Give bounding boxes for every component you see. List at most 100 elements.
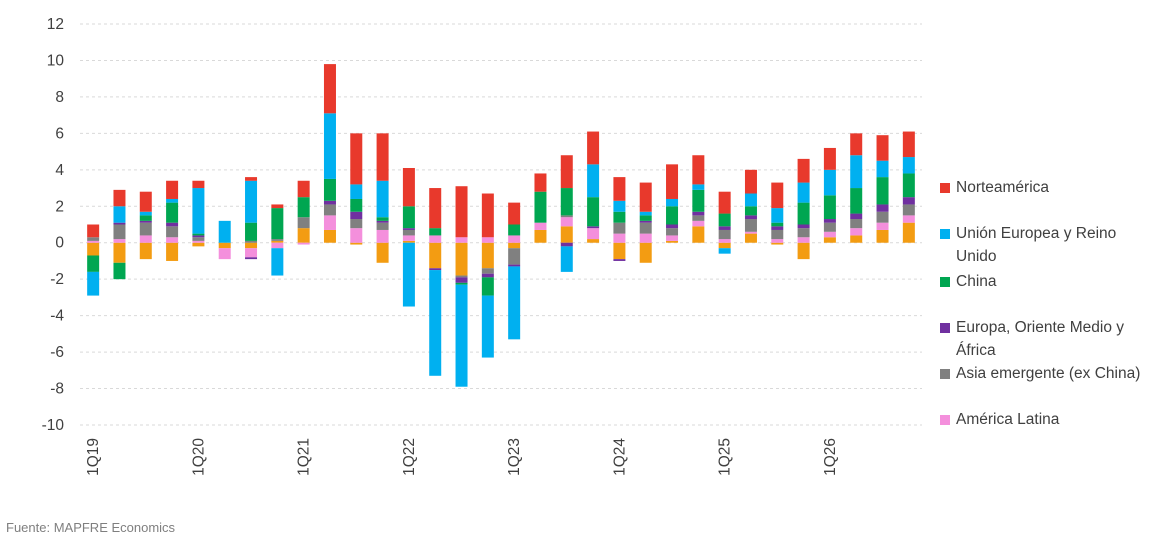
bar-segment <box>508 266 521 340</box>
legend-item: China <box>940 270 1156 293</box>
source-note: Fuente: MAPFRE Economics <box>6 520 176 535</box>
bar-segment <box>323 204 336 216</box>
bar-segment <box>560 226 573 243</box>
bar-segment <box>402 242 415 307</box>
bar-segment <box>113 222 126 225</box>
bar-segment <box>192 180 205 189</box>
y-tick-label: 8 <box>55 89 64 106</box>
bar-segment <box>771 208 784 223</box>
bar-segment <box>429 268 442 271</box>
bar-segment <box>744 206 757 216</box>
bar-segment <box>402 167 415 207</box>
bar-segment <box>692 211 705 216</box>
bar-segment <box>771 182 784 209</box>
bar-segment <box>376 220 389 223</box>
bar-segment <box>481 237 494 243</box>
bar-segment <box>692 215 705 221</box>
bar-segment <box>297 228 310 243</box>
bar-segment <box>850 213 863 220</box>
bar-segment <box>718 226 731 230</box>
bar-segment <box>218 248 231 260</box>
y-tick-label: -10 <box>42 417 65 434</box>
bar-segment <box>481 193 494 238</box>
bar-segment <box>245 242 258 249</box>
bar-segment <box>718 242 731 249</box>
bar-segment <box>481 242 494 269</box>
legend-item: Asia emergente (ex China) <box>940 362 1156 385</box>
bar-segment <box>481 295 494 358</box>
bar-segment <box>455 284 468 387</box>
bar-segment <box>823 219 836 223</box>
bar-segment <box>508 264 521 267</box>
bar-segment <box>771 222 784 227</box>
bar-segment <box>271 240 284 243</box>
bar-segment <box>850 228 863 236</box>
bar-segment <box>666 235 679 241</box>
bar-segment <box>639 233 652 243</box>
y-tick-label: 12 <box>47 16 64 33</box>
bar-segment <box>876 211 889 223</box>
bar-segment <box>666 206 679 225</box>
bar-segment <box>245 222 258 241</box>
gridlines <box>80 23 922 426</box>
x-tick-label: 1Q20 <box>190 438 207 476</box>
legend-label: América Latina <box>956 411 1060 428</box>
bar-segment <box>902 197 915 205</box>
bar-segment <box>323 215 336 230</box>
bar-segment <box>376 242 389 263</box>
bar-segment <box>771 239 784 243</box>
bar-segment <box>587 228 600 240</box>
bar-segment <box>850 235 863 243</box>
bar-segment <box>297 180 310 198</box>
legend-label: Europa, Oriente Medio y África <box>956 319 1125 359</box>
bar-segment <box>429 235 442 243</box>
x-tick-label: 1Q26 <box>822 438 839 476</box>
bar-segment <box>350 219 363 229</box>
bar-segment <box>876 135 889 161</box>
bar-segment <box>376 229 389 243</box>
bar-segment <box>455 282 468 285</box>
bar-segment <box>718 248 731 254</box>
bar-segment <box>850 219 863 229</box>
bar-segment <box>87 271 100 296</box>
bar-segment <box>797 228 810 238</box>
bar-segment <box>429 242 442 269</box>
bar-segment <box>639 215 652 221</box>
bar-segment <box>271 239 284 241</box>
legend-item: Unión Europea y Reino Unido <box>940 222 1156 268</box>
bar-segment <box>245 180 258 223</box>
bar-segment <box>245 177 258 181</box>
bar-segment <box>797 224 810 229</box>
bar-segment <box>455 186 468 238</box>
bar-segment <box>613 259 626 261</box>
bar-segment <box>297 242 310 245</box>
x-tick-label: 1Q22 <box>401 438 418 476</box>
x-tick-label: 1Q23 <box>506 438 523 476</box>
bar-segment <box>587 197 600 227</box>
bar-segment <box>508 202 521 225</box>
y-tick-label: -8 <box>50 381 64 398</box>
bar-segment <box>455 277 468 283</box>
bar-segment <box>902 157 915 174</box>
bar-segment <box>271 204 284 209</box>
bar-segment <box>350 228 363 243</box>
bar-segment <box>666 228 679 236</box>
bar-segment <box>560 188 573 216</box>
x-tick-label: 1Q25 <box>717 438 734 476</box>
bar-segment <box>744 233 757 243</box>
bar-segment <box>718 239 731 243</box>
bar-segment <box>797 242 810 260</box>
bar-segment <box>113 189 126 207</box>
bar-segment <box>350 184 363 199</box>
bar-segment <box>771 229 784 240</box>
bar-segment <box>902 204 915 216</box>
bar-segment <box>692 226 705 243</box>
bar-segment <box>692 220 705 227</box>
bar-segment <box>139 242 152 260</box>
bar-segment <box>323 229 336 243</box>
bars <box>87 64 915 387</box>
bar-segment <box>402 240 415 243</box>
bar-segment <box>323 200 336 205</box>
bar-segment <box>350 211 363 220</box>
bar-segment <box>481 277 494 296</box>
